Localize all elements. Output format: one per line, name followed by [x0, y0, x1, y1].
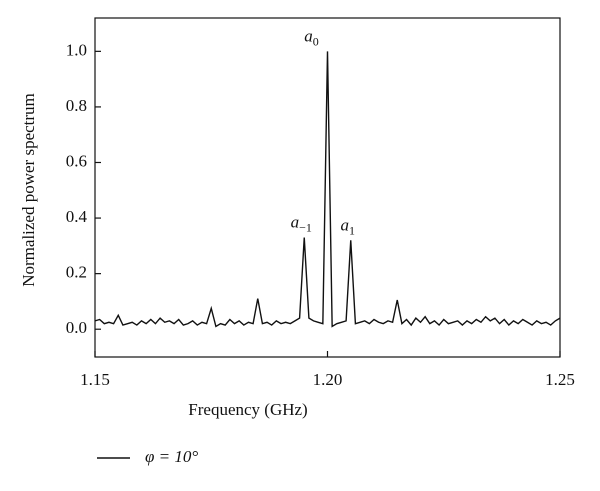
annotation-base: a — [341, 215, 350, 234]
annotation: a0 — [304, 26, 319, 48]
y-tick-label: 0.4 — [66, 207, 88, 226]
annotation: a−1 — [291, 212, 312, 234]
annotation-base: a — [304, 26, 313, 45]
annotation-subscript: 1 — [349, 223, 355, 237]
x-tick-label: 1.15 — [80, 370, 110, 389]
y-tick-label: 0.6 — [66, 151, 87, 170]
y-tick-label: 0.0 — [66, 318, 87, 337]
y-tick-label: 0.2 — [66, 263, 87, 282]
x-tick-label: 1.20 — [313, 370, 343, 389]
x-tick-label: 1.25 — [545, 370, 575, 389]
legend-label: φ = 10° — [145, 447, 198, 466]
y-tick-label: 0.8 — [66, 96, 87, 115]
annotation: a1 — [341, 215, 356, 237]
data-line — [94, 51, 561, 328]
y-tick-label: 1.0 — [66, 40, 87, 59]
y-axis-label: Normalized power spectrum — [19, 93, 38, 287]
annotation-subscript: −1 — [299, 220, 312, 234]
annotation-base: a — [291, 212, 300, 231]
annotation-subscript: 0 — [313, 34, 319, 48]
x-axis-label: Frequency (GHz) — [188, 400, 307, 419]
